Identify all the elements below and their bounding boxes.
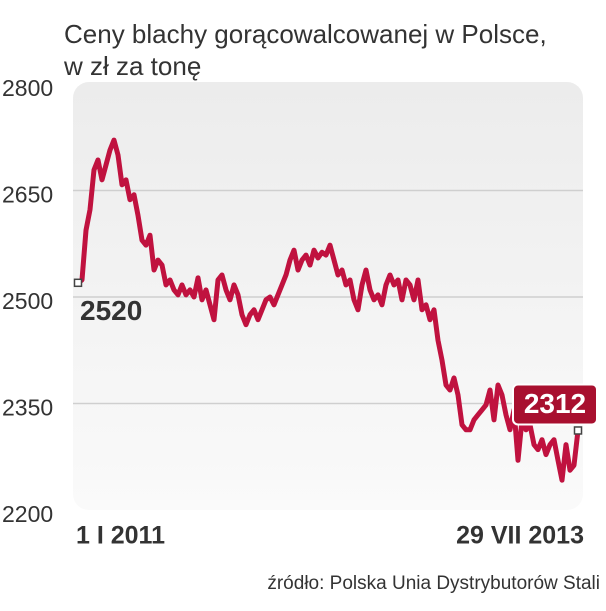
marks: 2520 2312 <box>73 137 598 483</box>
chart-title: Ceny blachy gorącowalcowanej w Polsce, <box>64 19 547 49</box>
chart-subtitle: w zł za tonę <box>63 51 201 81</box>
price-line <box>75 137 581 483</box>
value-label-box <box>512 383 598 426</box>
source: źródło: Polska Unia Dystrybutorów Stali <box>267 573 600 594</box>
y-tick-label: 2650 <box>2 182 53 208</box>
end-marker <box>573 426 583 435</box>
plot-area <box>73 82 583 510</box>
x-tick-label: 1 I 2011 <box>76 522 165 550</box>
y-tick-label: 2800 <box>2 75 53 101</box>
value-label: 2520 <box>80 295 142 326</box>
x-tick-label: 29 VII 2013 <box>456 522 584 550</box>
end-marker <box>73 278 83 288</box>
y-tick-label: 2350 <box>2 395 53 421</box>
y-tick-label: 2200 <box>2 501 53 527</box>
value-label: 2312 <box>524 388 586 419</box>
y-tick-label: 2500 <box>2 288 53 314</box>
